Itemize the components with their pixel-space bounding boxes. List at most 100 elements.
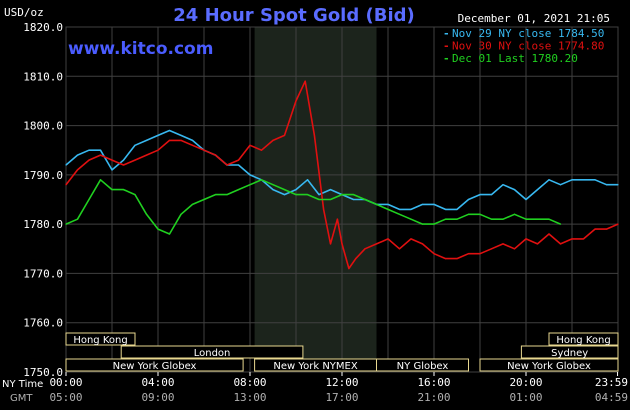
series-3-point (329, 198, 332, 201)
ny-time-tick-label: 08:00 (233, 376, 266, 389)
series-3-point (502, 218, 504, 220)
series-2-point (398, 248, 401, 250)
series-1-point (410, 208, 412, 210)
series-1-point (329, 189, 332, 191)
series-1-point (502, 184, 504, 186)
series-2-point (375, 243, 378, 245)
series-1-point (283, 193, 286, 196)
session-box (520, 345, 619, 359)
series-3-point (203, 198, 205, 201)
ny-time-tick-label: 04:00 (141, 376, 174, 389)
series-2-point (203, 149, 205, 151)
series-1-point (421, 203, 424, 206)
series-3-point (306, 193, 309, 196)
series-2-point (191, 144, 194, 146)
series-2-point (421, 243, 424, 245)
series-1-point (605, 184, 608, 186)
y-tick-label: 1760.0 (23, 317, 63, 330)
legend-marker: - (443, 27, 450, 40)
series-1-point (398, 208, 401, 210)
series-2-point (313, 134, 315, 137)
series-3-point (352, 193, 355, 196)
series-3-point (111, 189, 113, 191)
series-2-point (323, 208, 325, 210)
series-1-point (467, 198, 470, 201)
series-2-point (410, 238, 412, 240)
series-2-point (157, 149, 159, 151)
y-tick-label: 1790.0 (23, 169, 63, 182)
series-2-point (134, 159, 136, 161)
legend-entry: Nov 30 NY close 1774.80 (452, 40, 604, 53)
series-3-point (318, 198, 320, 201)
ny-time-tick-label: 20:00 (509, 376, 542, 389)
series-1-point (180, 134, 182, 137)
series-2-point (260, 149, 263, 151)
legend-entry: Nov 29 NY close 1784.50 (452, 27, 604, 40)
series-1-point (237, 164, 240, 166)
series-3-point (467, 213, 470, 215)
series-1-point (617, 184, 619, 186)
series-3-point (214, 193, 217, 196)
series-1-point (536, 189, 539, 191)
series-3-point (283, 189, 286, 191)
series-3-point (364, 198, 366, 201)
series-3-point (536, 218, 539, 220)
series-1-point (352, 198, 355, 201)
ny-time-tick-label: 00:00 (49, 376, 82, 389)
series-3-point (145, 213, 148, 215)
series-3-point (548, 218, 550, 220)
series-3-point (237, 189, 240, 191)
series-1-point (490, 193, 493, 196)
series-3-point (134, 193, 136, 196)
series-3-point (76, 218, 79, 220)
series-3-point (444, 218, 447, 220)
series-2-point (525, 238, 527, 240)
series-1-point (134, 144, 136, 146)
series-3-point (88, 198, 90, 201)
legend-marker: - (443, 40, 450, 53)
series-1-point (99, 149, 102, 151)
gmt-tick-label: 09:00 (141, 391, 174, 404)
series-line-2 (65, 80, 619, 270)
gmt-tick-label: 17:00 (325, 391, 358, 404)
series-3-point (249, 184, 251, 186)
series-2-point (329, 243, 332, 245)
series-3-point (398, 213, 401, 215)
series-1-point (318, 193, 320, 196)
series-2-point (490, 248, 493, 250)
y-tick-label: 1820.0 (23, 21, 63, 34)
series-3-point (65, 223, 67, 225)
series-2-point (341, 243, 343, 245)
gmt-tick-label: 01:00 (509, 391, 542, 404)
series-3-point (559, 223, 562, 225)
chart-title: 24 Hour Spot Gold (Bid) (173, 5, 414, 26)
series-2-point (355, 258, 357, 260)
y-tick-label: 1770.0 (23, 267, 63, 280)
gmt-tick-label: 13:00 (233, 391, 266, 404)
gmt-tick-label: 05:00 (49, 391, 82, 404)
series-2-point (122, 164, 125, 166)
series-3-point (226, 193, 228, 196)
gmt-row-label: GMT (10, 393, 33, 404)
timestamp: December 01, 2021 21:05 (458, 12, 610, 25)
series-3-point (168, 233, 171, 235)
session-label: New York NYMEX (273, 361, 358, 372)
series-2-point (559, 243, 562, 245)
series-2-point (348, 267, 350, 270)
series-3-point (456, 218, 458, 220)
series-2-point (605, 228, 608, 230)
series-1-point (594, 179, 596, 181)
series-2-point (65, 184, 67, 186)
session-label: Hong Kong (73, 335, 127, 346)
series-2-point (249, 144, 251, 146)
series-1-point (513, 189, 516, 191)
session-label: Sydney (551, 348, 588, 359)
session-label: Hong Kong (556, 335, 610, 346)
legend-entry: Dec 01 Last 1780.20 (452, 52, 578, 65)
series-1-point (88, 149, 90, 151)
series-2-point (364, 248, 366, 250)
series-2-point (99, 154, 102, 156)
series-2-point (226, 164, 228, 166)
ny-time-tick-label: 16:00 (417, 376, 450, 389)
